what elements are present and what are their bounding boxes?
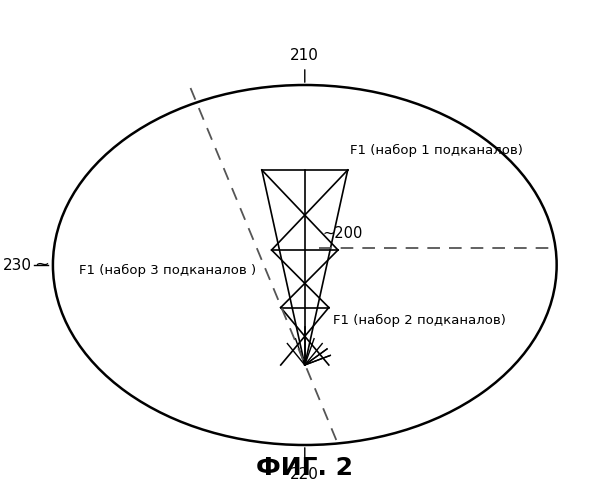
Text: 230: 230 — [2, 258, 31, 272]
Text: ФИГ. 2: ФИГ. 2 — [256, 456, 353, 480]
Text: F1 (набор 2 подканалов): F1 (набор 2 подканалов) — [333, 314, 506, 326]
Text: ~: ~ — [34, 256, 50, 274]
Text: F1 (набор 1 подканалов): F1 (набор 1 подканалов) — [350, 144, 523, 156]
Text: F1 (набор 3 подканалов ): F1 (набор 3 подканалов ) — [79, 264, 256, 276]
Text: ~200: ~200 — [322, 226, 363, 242]
Text: 220: 220 — [290, 467, 319, 482]
Text: 210: 210 — [290, 48, 319, 63]
